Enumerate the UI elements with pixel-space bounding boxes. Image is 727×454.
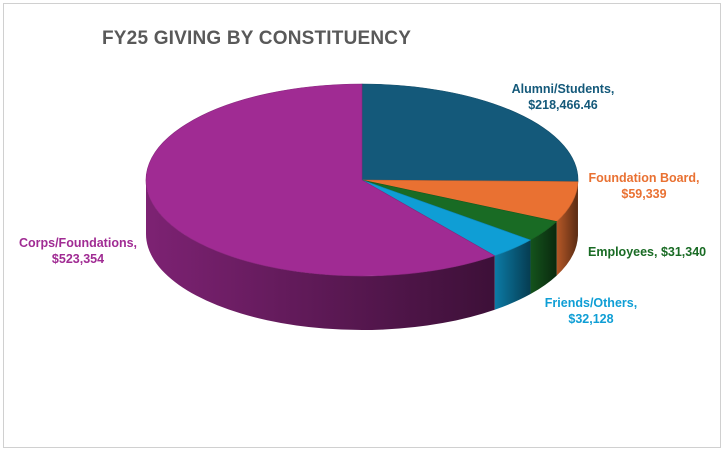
data-value-alumni-students: $218,466.46 (528, 98, 598, 112)
data-value-corps-foundations: $523,354 (52, 252, 104, 266)
data-label-corps-foundations: Corps/Foundations, (19, 236, 137, 250)
chart-title: FY25 GIVING BY CONSTITUENCY (102, 28, 412, 49)
pie-side-employees (530, 221, 557, 295)
data-label-friends-others: Friends/Others, (545, 296, 637, 310)
data-label-employees: Employees, $31,340 (588, 245, 706, 259)
pie-side-friends-others (494, 240, 531, 310)
pie-side-corps-foundations (146, 180, 495, 330)
pie-slice-corps-foundations (145, 83, 496, 277)
data-label-alumni-students: Alumni/Students, (512, 82, 615, 96)
data-value-foundation-board: $59,339 (621, 187, 666, 201)
data-label-foundation-board: Foundation Board, (588, 171, 699, 185)
pie-side-foundation-board (556, 181, 578, 276)
data-value-friends-others: $32,128 (568, 312, 613, 326)
pie-slice-alumni-students (361, 83, 579, 182)
